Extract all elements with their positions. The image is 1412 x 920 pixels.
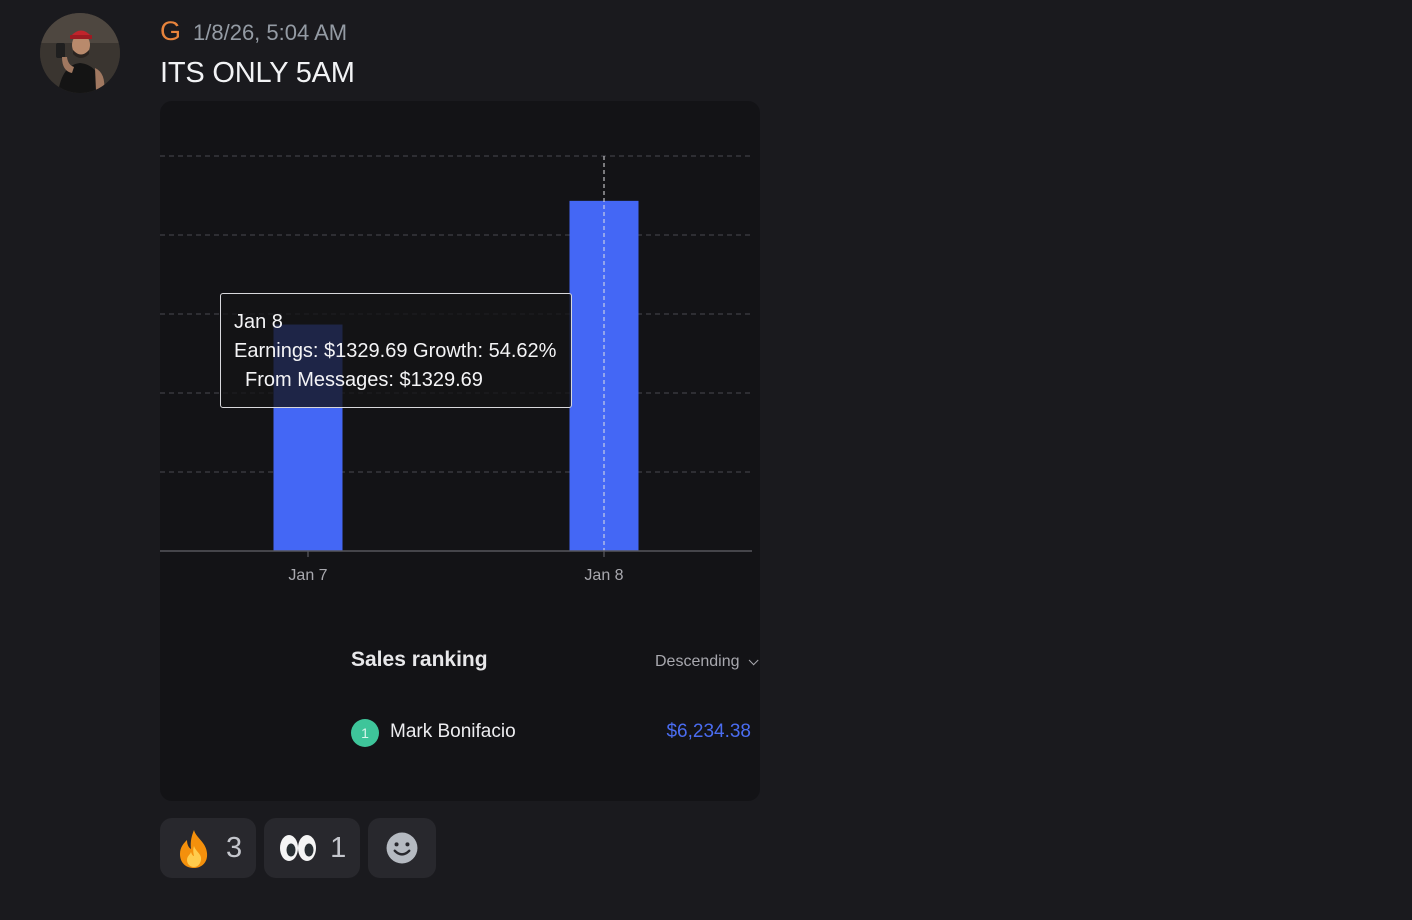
reactions-bar: 3 1 <box>160 818 444 878</box>
reaction-fire[interactable]: 3 <box>160 818 257 878</box>
tooltip-earnings-line: Earnings: $1329.69 Growth: 54.62% <box>234 340 557 362</box>
add-reaction-button[interactable] <box>368 818 437 878</box>
eyes-emoji-icon <box>280 835 317 861</box>
sort-dropdown-label: Descending <box>655 653 740 670</box>
reaction-eyes[interactable]: 1 <box>264 818 361 878</box>
ranking-row: 1 Mark Bonifacio $6,234.38 <box>351 719 751 747</box>
smiley-add-reaction-icon <box>386 832 418 864</box>
message-header: G 1/8/26, 5:04 AM <box>160 16 347 50</box>
username[interactable]: G <box>160 16 182 46</box>
reaction-count: 1 <box>330 831 347 864</box>
fire-emoji-icon <box>180 830 208 868</box>
chart-tooltip: Jan 8 Earnings: $1329.69 Growth: 54.62% … <box>220 293 572 408</box>
sort-dropdown[interactable]: Descending <box>655 653 759 671</box>
timestamp[interactable]: 1/8/26, 5:04 AM <box>193 20 348 45</box>
message-text: ITS ONLY 5AM <box>160 57 355 89</box>
chevron-down-icon <box>748 654 759 665</box>
x-tick-label: Jan 7 <box>288 567 327 584</box>
sales-ranking-title: Sales ranking <box>351 648 488 671</box>
seller-sales-value: $6,234.38 <box>666 721 751 742</box>
tooltip-title: Jan 8 <box>234 311 283 333</box>
reaction-count: 3 <box>226 831 243 864</box>
rank-badge: 1 <box>351 719 379 747</box>
tooltip-messages-line: From Messages: $1329.69 <box>245 369 483 391</box>
image-attachment[interactable]: Jan 7 Jan 8 Jan 8 Earnings: $1329.69 Grow… <box>160 101 760 801</box>
avatar-photo <box>40 13 120 93</box>
avatar[interactable] <box>40 13 120 93</box>
x-tick-label: Jan 8 <box>584 567 623 584</box>
seller-name: Mark Bonifacio <box>390 721 516 742</box>
